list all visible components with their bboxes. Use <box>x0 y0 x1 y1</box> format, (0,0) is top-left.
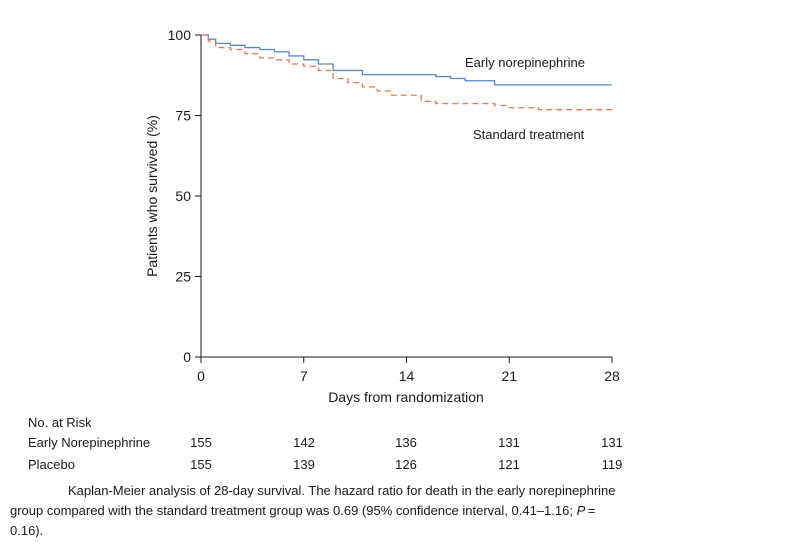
y-axis-title: Patients who survived (%) <box>144 115 160 277</box>
x-tick-label: 14 <box>399 368 415 384</box>
risk-row-label: Early Norepinephrine <box>28 435 151 450</box>
caption-text-main: Kaplan-Meier analysis of 28-day survival… <box>10 483 616 518</box>
risk-table: No. at Risk Early Norepinephrine 155 142… <box>0 410 800 480</box>
risk-value-day-28: 119 <box>601 457 623 472</box>
caption-text: Kaplan-Meier analysis of 28-day survival… <box>10 481 620 541</box>
y-tick-label: 0 <box>183 349 191 365</box>
y-tick-label: 100 <box>168 27 192 43</box>
risk-value-day-14: 136 <box>395 435 417 450</box>
x-ticks: 0 7 14 21 28 <box>197 357 620 384</box>
series-layer <box>201 34 612 111</box>
risk-value-day-7: 142 <box>293 435 315 450</box>
km-survival-chart: 0 25 50 75 100 0 7 14 21 28 Early norepinephrine… <box>144 27 620 405</box>
x-tick-label: 21 <box>501 368 517 384</box>
risk-row-label: Placebo <box>28 457 75 472</box>
axes <box>200 35 612 358</box>
y-tick-label: 75 <box>175 108 191 124</box>
risk-value-day-21: 121 <box>498 457 520 472</box>
x-tick-label: 28 <box>604 368 620 384</box>
risk-row-early-norepinephrine: Early Norepinephrine 155 142 136 131 131 <box>0 435 800 455</box>
risk-value-day-21: 131 <box>498 435 520 450</box>
series-line-standard-treatment <box>201 34 612 111</box>
caption-p-symbol: P <box>576 503 586 518</box>
figure-caption: Kaplan-Meier analysis of 28-day survival… <box>10 481 620 541</box>
y-tick-label: 50 <box>175 188 191 204</box>
risk-value-day-28: 131 <box>601 435 623 450</box>
risk-row-placebo: Placebo 155 139 126 121 119 <box>0 457 800 477</box>
risk-value-day-0: 155 <box>190 457 212 472</box>
series-label-early-norepinephrine: Early norepinephrine <box>465 55 585 70</box>
caption-text-end: = 0.16). <box>10 503 599 538</box>
series-label-standard-treatment: Standard treatment <box>473 127 585 142</box>
x-tick-label: 0 <box>197 368 205 384</box>
risk-value-day-0: 155 <box>190 435 212 450</box>
x-tick-label: 7 <box>300 368 308 384</box>
y-ticks: 0 25 50 75 100 <box>168 27 201 365</box>
risk-value-day-7: 139 <box>293 457 315 472</box>
x-axis-title: Days from randomization <box>328 389 484 405</box>
series-line-early-norepinephrine <box>201 34 612 86</box>
risk-value-day-14: 126 <box>395 457 417 472</box>
y-tick-label: 25 <box>175 269 191 285</box>
risk-table-title: No. at Risk <box>28 415 92 430</box>
